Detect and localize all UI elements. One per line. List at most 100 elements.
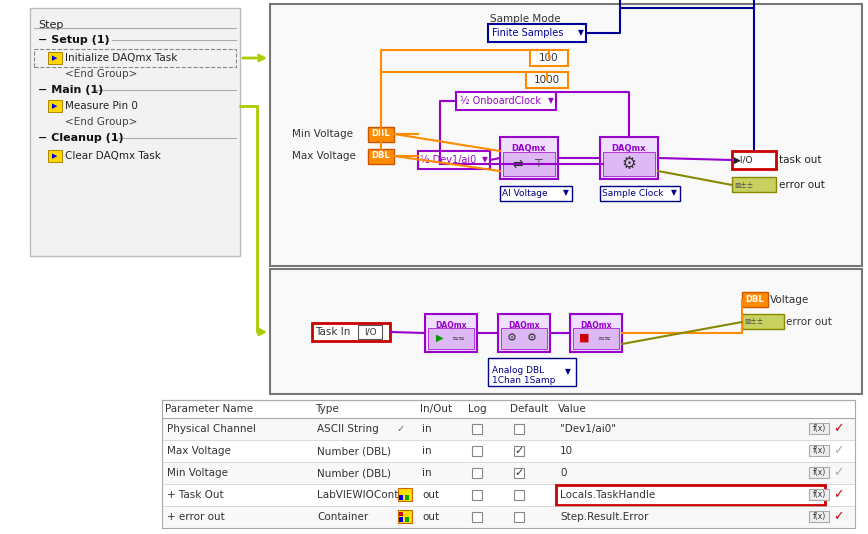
Text: DBL: DBL: [372, 152, 391, 161]
Text: ▼: ▼: [671, 189, 677, 198]
Bar: [162, 506, 855, 528]
Bar: [368, 127, 394, 142]
Text: ▶: ▶: [52, 55, 57, 61]
Text: Min Voltage: Min Voltage: [167, 468, 228, 478]
Text: Clear DAQmx Task: Clear DAQmx Task: [65, 151, 161, 161]
Bar: [809, 511, 829, 522]
Text: ▼: ▼: [563, 189, 569, 198]
Bar: [570, 314, 622, 352]
Text: <End Group>: <End Group>: [65, 69, 137, 79]
Bar: [162, 440, 855, 462]
Bar: [405, 517, 409, 522]
Text: In/Out: In/Out: [420, 404, 452, 414]
Text: f(x): f(x): [812, 491, 825, 499]
Bar: [270, 269, 862, 394]
Bar: [399, 495, 403, 500]
Bar: [514, 468, 524, 478]
Bar: [600, 186, 680, 201]
Text: 10: 10: [560, 446, 573, 456]
Text: ✓: ✓: [515, 446, 523, 456]
Text: Voltage: Voltage: [770, 295, 809, 305]
Text: ▶I/O: ▶I/O: [734, 155, 753, 164]
Text: Number (DBL): Number (DBL): [317, 446, 391, 456]
Bar: [732, 177, 776, 192]
Text: ✓: ✓: [833, 489, 844, 501]
Bar: [312, 323, 390, 341]
Bar: [162, 462, 855, 484]
Text: ASCII String: ASCII String: [317, 424, 378, 434]
Text: in: in: [422, 468, 431, 478]
Text: ⚙: ⚙: [621, 155, 636, 173]
Bar: [30, 8, 240, 256]
Bar: [358, 325, 382, 339]
Text: Container: Container: [317, 512, 368, 522]
Bar: [742, 292, 768, 307]
Bar: [498, 314, 550, 352]
Text: ½ OnboardClock: ½ OnboardClock: [460, 96, 541, 106]
Text: ✓: ✓: [833, 422, 844, 436]
Text: Default: Default: [510, 404, 549, 414]
Text: Analog DBL: Analog DBL: [492, 366, 544, 375]
Text: ⇄: ⇄: [513, 158, 523, 170]
Bar: [488, 24, 586, 42]
Text: f(x): f(x): [812, 446, 825, 456]
Text: 0: 0: [560, 468, 567, 478]
Text: "Dev1/ai0": "Dev1/ai0": [560, 424, 616, 434]
Text: DBL: DBL: [746, 295, 765, 304]
Bar: [418, 151, 490, 169]
Text: error out: error out: [786, 317, 832, 327]
Text: ⚙: ⚙: [527, 333, 537, 343]
Bar: [399, 512, 403, 516]
Bar: [472, 424, 482, 434]
Bar: [428, 328, 474, 349]
Bar: [405, 495, 409, 500]
Text: f(x): f(x): [812, 468, 825, 477]
Bar: [742, 314, 784, 329]
Bar: [270, 4, 862, 266]
Text: DAQmx: DAQmx: [512, 144, 546, 153]
Text: out: out: [422, 512, 439, 522]
Bar: [398, 488, 412, 501]
Text: ▼: ▼: [482, 155, 488, 164]
Text: ■: ■: [579, 333, 589, 343]
Text: Measure Pin 0: Measure Pin 0: [65, 101, 138, 111]
Bar: [501, 328, 547, 349]
Text: Sample Mode: Sample Mode: [490, 14, 561, 24]
Text: ✓: ✓: [397, 424, 405, 434]
Bar: [162, 484, 855, 506]
Text: DAQmx: DAQmx: [612, 144, 647, 153]
Text: − Setup (1): − Setup (1): [38, 35, 109, 45]
Bar: [472, 468, 482, 478]
Bar: [162, 418, 855, 440]
Text: Parameter Name: Parameter Name: [165, 404, 253, 414]
Bar: [500, 137, 558, 179]
Text: ⚙: ⚙: [507, 333, 517, 343]
Text: ▶: ▶: [437, 333, 444, 343]
Text: Step: Step: [38, 20, 63, 30]
Bar: [368, 149, 394, 164]
Text: Finite Samples: Finite Samples: [492, 28, 563, 38]
Text: ✓: ✓: [833, 511, 844, 523]
Text: DBL: DBL: [372, 130, 391, 138]
Text: ½ Dev1/ai0: ½ Dev1/ai0: [420, 155, 477, 165]
Bar: [48, 52, 62, 64]
Text: AI Voltage: AI Voltage: [502, 189, 548, 198]
Bar: [556, 485, 825, 505]
Bar: [488, 358, 576, 386]
Text: 100: 100: [539, 53, 559, 63]
Bar: [603, 152, 655, 176]
Bar: [514, 512, 524, 522]
Bar: [500, 186, 572, 201]
Bar: [398, 510, 412, 523]
Text: LabVIEWIOControl: LabVIEWIOControl: [317, 490, 412, 500]
Text: Step.Result.Error: Step.Result.Error: [560, 512, 648, 522]
Bar: [573, 328, 619, 349]
Text: DAQmx: DAQmx: [580, 321, 612, 330]
Text: f(x): f(x): [812, 425, 825, 434]
Bar: [503, 152, 555, 176]
Bar: [399, 517, 403, 522]
Text: <End Group>: <End Group>: [65, 117, 137, 127]
Bar: [456, 92, 556, 110]
Bar: [162, 400, 855, 528]
Bar: [809, 489, 829, 500]
